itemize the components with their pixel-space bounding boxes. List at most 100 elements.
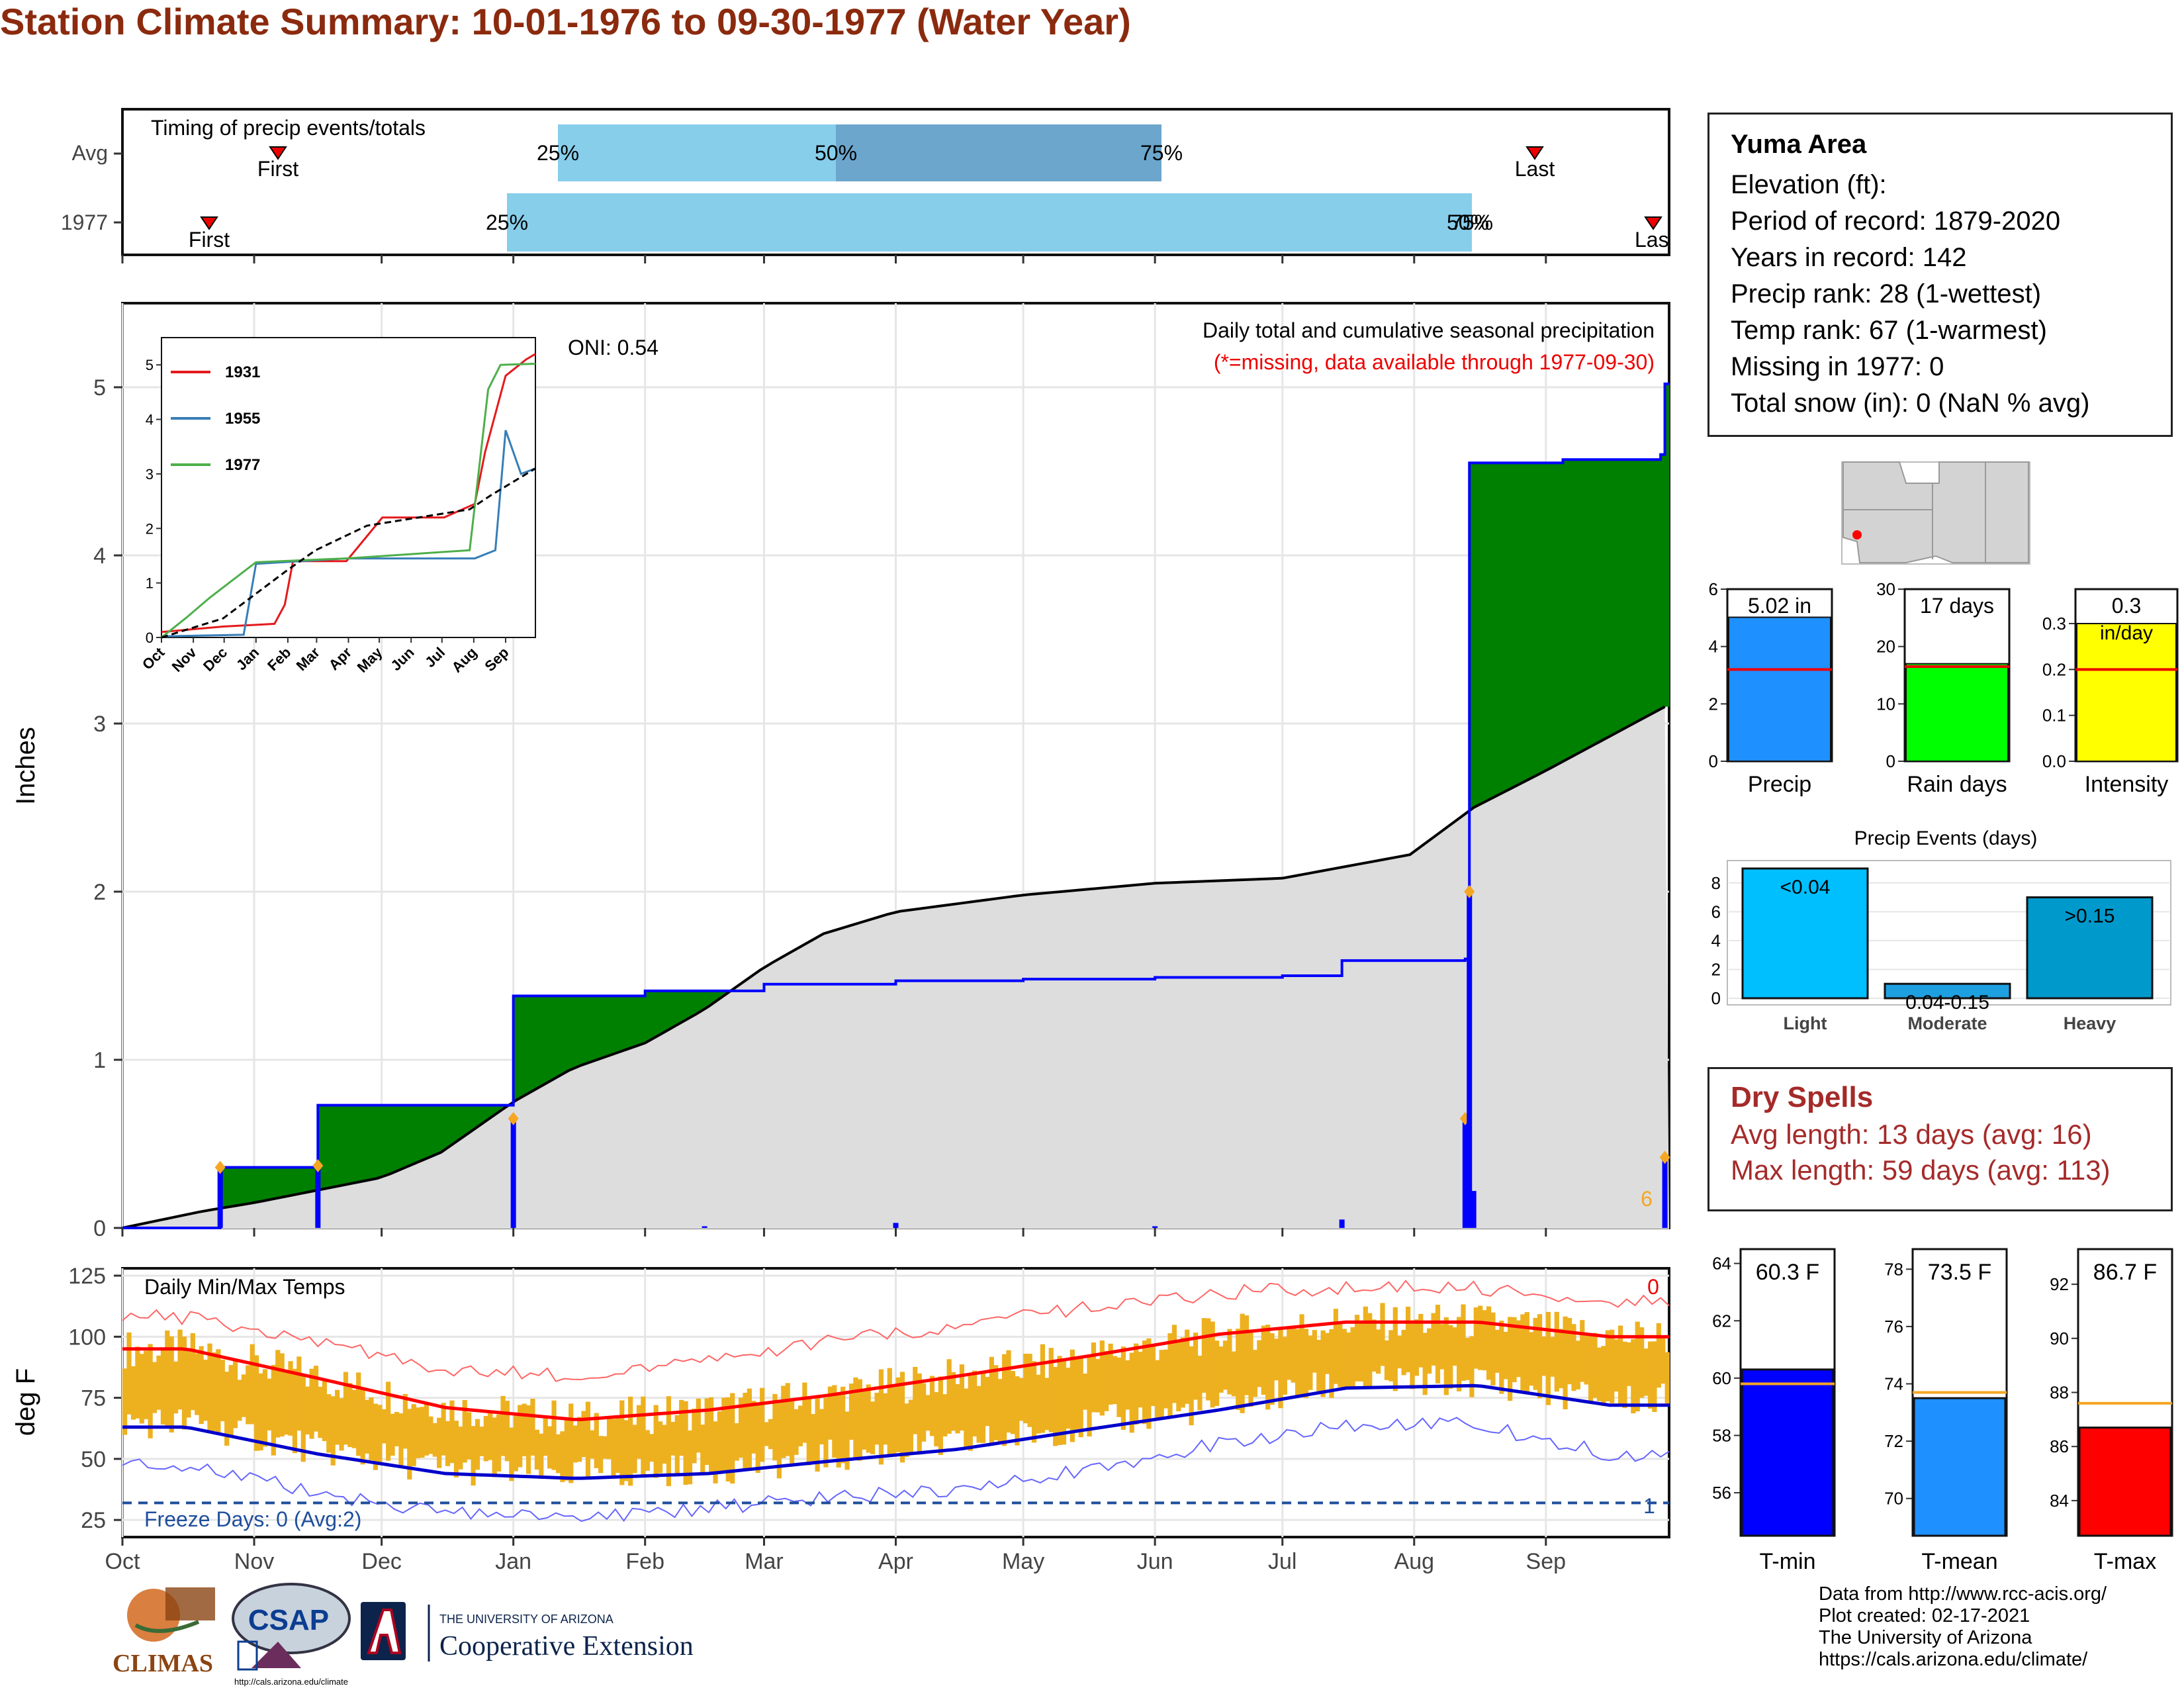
daily-temp-bar (585, 1401, 591, 1478)
daily-temp-bar (148, 1344, 153, 1438)
daily-temp-bar (386, 1382, 391, 1461)
daily-temp-bar (228, 1365, 234, 1437)
daily-temp-bar (1367, 1313, 1373, 1388)
daily-temp-bar (602, 1436, 608, 1459)
daily-temp-bar (764, 1422, 769, 1446)
daily-temp-bar (827, 1386, 833, 1440)
difference-area-slice (394, 1105, 399, 1172)
daily-temp-bar (687, 1430, 693, 1485)
avg-last-marker (1525, 146, 1544, 160)
daily-temp-bar (237, 1380, 242, 1421)
events-ytick-label: 8 (1711, 873, 1721, 893)
difference-area-slice (449, 1105, 455, 1145)
daily-temp-bar (309, 1368, 314, 1439)
difference-area-slice (1664, 383, 1670, 707)
mini-ytick-label: 20 (1876, 637, 1895, 657)
difference-area-slice (458, 1105, 463, 1139)
events-category-label: Light (1784, 1013, 1827, 1033)
daily-temp-bar (152, 1362, 158, 1413)
difference-area-slice (713, 990, 718, 1002)
daily-temp-bar (547, 1426, 553, 1469)
daily-temp-bar (841, 1386, 846, 1464)
daily-temp-bar (1622, 1341, 1627, 1409)
temp-mini-ytick-label: 60 (1712, 1368, 1731, 1388)
daily-temp-bar (441, 1403, 446, 1456)
daily-precip-bar (702, 1226, 707, 1228)
daily-temp-bar (1512, 1317, 1517, 1383)
daily-temp-bar (1405, 1307, 1411, 1373)
daily-temp-bar (1002, 1354, 1007, 1446)
daily-temp-bar (1617, 1325, 1623, 1405)
daily-temp-bar (1469, 1336, 1475, 1397)
daily-temp-bar (1388, 1330, 1394, 1382)
daily-temp-bar (1027, 1354, 1032, 1427)
daily-temp-bar (445, 1421, 451, 1466)
difference-area-slice (581, 996, 586, 1065)
difference-area-slice (1499, 463, 1504, 794)
total-snow: Total snow (in): 0 (NaN % avg) (1731, 389, 2090, 418)
daily-temp-bar (628, 1396, 633, 1486)
daily-temp-bar (1308, 1335, 1313, 1390)
daily-temp-bar (1371, 1319, 1377, 1372)
daily-temp-bar (525, 1405, 531, 1474)
difference-area-slice (279, 1167, 285, 1197)
difference-area-slice (1554, 463, 1559, 765)
precip-corner-count: 6 (1641, 1187, 1653, 1211)
difference-area-slice (390, 1105, 395, 1173)
difference-area-slice (356, 1105, 361, 1182)
daily-temp-bar (428, 1416, 433, 1454)
daily-temp-bar (1384, 1340, 1390, 1380)
location-name: Yuma Area (1731, 130, 1867, 159)
daily-temp-bar (1392, 1307, 1398, 1391)
difference-area-slice (641, 996, 646, 1044)
inset-ytick-label: 1 (146, 575, 154, 592)
difference-area-slice (1571, 459, 1576, 756)
daily-temp-bar (899, 1372, 905, 1463)
daily-temp-bar (653, 1405, 659, 1478)
daily-temp-bar (1303, 1329, 1309, 1398)
temp-mini-value-tmin: 60.3 F (1756, 1260, 1819, 1285)
daily-temp-bar (1401, 1329, 1406, 1376)
daily-temp-bar (662, 1425, 667, 1464)
daily-temp-bar (126, 1332, 132, 1415)
avg-p50-label: 50% (815, 141, 857, 165)
difference-area-slice (590, 996, 595, 1062)
dry-spells-max: Max length: 59 days (avg: 113) (1731, 1154, 2111, 1186)
daily-temp-bar (305, 1386, 310, 1434)
daily-temp-bar (934, 1392, 939, 1446)
daily-temp-bar (1066, 1368, 1071, 1429)
difference-area-slice (1639, 459, 1645, 720)
difference-area-slice (330, 1105, 336, 1188)
difference-area-slice (500, 1105, 506, 1109)
daily-temp-bar (904, 1403, 909, 1458)
inset-series-1931 (161, 353, 536, 633)
difference-area-slice (645, 990, 650, 1042)
daily-temp-bar (594, 1413, 599, 1468)
difference-area-slice (569, 996, 574, 1070)
daily-temp-bar (844, 1411, 850, 1470)
dry-spells-box: Dry Spells Avg length: 13 days (avg: 16)… (1707, 1067, 2173, 1211)
inset-legend-label: 1977 (225, 456, 260, 474)
daily-temp-bar (730, 1393, 735, 1484)
daily-temp-bar (848, 1383, 854, 1440)
daily-temp-bar (1150, 1346, 1156, 1407)
temp-ytick-label: 125 (68, 1264, 106, 1289)
mini-value-precip: 5.02 in (1748, 594, 1811, 618)
daily-temp-bar (1074, 1359, 1079, 1433)
daily-temp-bar (1227, 1329, 1232, 1395)
avg-p75-label: 75% (1140, 141, 1183, 165)
difference-area-slice (398, 1105, 404, 1170)
daily-temp-bar (1567, 1317, 1572, 1385)
avg-first-marker (269, 146, 287, 160)
daily-temp-bar (1120, 1346, 1126, 1430)
daily-temp-bar (776, 1401, 782, 1479)
daily-temp-bar (883, 1393, 888, 1445)
mini-ytick-label: 0.0 (2042, 751, 2066, 771)
difference-area-slice (407, 1105, 412, 1166)
daily-temp-bar (832, 1385, 837, 1458)
daily-temp-bar (997, 1379, 1003, 1444)
difference-area-slice (1545, 463, 1551, 770)
events-ytick-label: 4 (1711, 931, 1721, 951)
difference-area-slice (381, 1105, 387, 1176)
difference-area-slice (479, 1105, 484, 1125)
